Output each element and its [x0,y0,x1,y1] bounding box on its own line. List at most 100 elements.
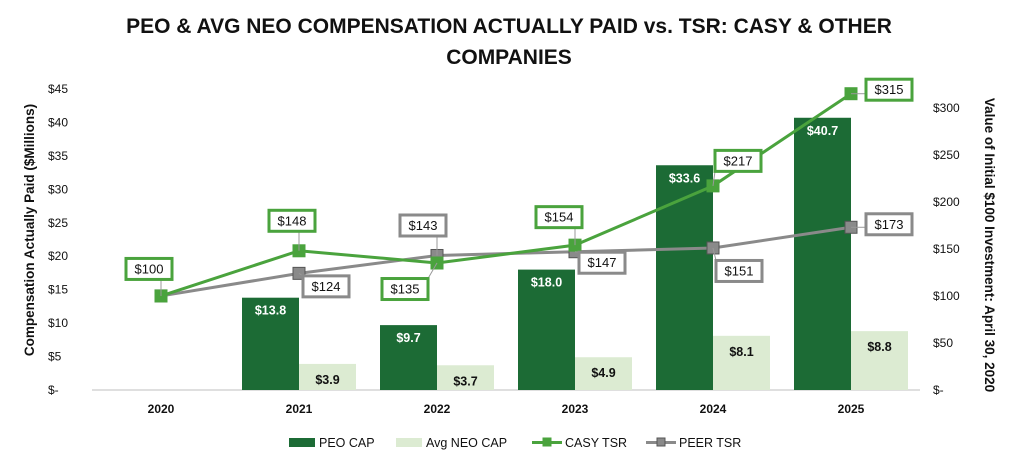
callout-box [398,213,448,238]
callout-value: $151 [725,263,754,278]
x-axis: 2020 2021 2022 2023 2024 2025 [92,389,920,416]
legend-label: PEER TSR [679,436,741,450]
y-axis-left-label: Compensation Actually Paid ($Millions) [22,104,37,356]
peo-cap-bar-2024 [656,165,713,390]
casy-tsr-callout-2021: $148 [267,208,317,251]
callout-value: $315 [875,82,904,97]
legend-label: PEO CAP [319,436,375,450]
right-axis: $- $50 $100 $150 $200 $250 $300 [933,101,960,397]
line-series [154,87,858,303]
chart-title-line-1: PEO & AVG NEO COMPENSATION ACTUALLY PAID… [126,15,892,38]
chart-title-line-2: COMPANIES [446,46,572,69]
callout-value: $124 [312,279,341,294]
bar-series: $13.8 $9.7 $18.0 $33.6 $40.7 $3.9 $3.7 $4.9 $8.1… [242,117,908,391]
y-right-tick-label: $150 [933,242,960,256]
y-right-tick-label: $200 [933,195,960,209]
casy-tsr-callout-2022: $135 [380,262,438,302]
legend-label: Avg NEO CAP [426,436,507,450]
y-left-tick-label: $25 [48,216,68,230]
x-tick-label: 2021 [286,402,313,416]
y-right-tick-label: $300 [933,101,960,115]
legend-item-peo-cap: PEO CAP [289,436,375,450]
casy-tsr-callout-2024: $217 [712,148,763,186]
legend-swatch [289,438,315,447]
y-left-tick-label: $45 [48,82,68,96]
peer-tsr-callout-2025: $173 [851,212,914,237]
legend-item-peer-tsr: PEER TSR [646,436,741,450]
avg-neo-cap-bar-2022 [437,365,494,390]
peo-cap-bar-label: $9.7 [396,331,420,345]
callout-box [267,208,317,233]
callout-box [864,77,914,102]
y-left-tick-label: $- [48,383,59,397]
callout-value: $173 [875,217,904,232]
legend-marker [542,437,552,447]
tsr-callouts: $100 $148 $135 $154 $217 $315 $124 $143 $147 $151… [124,77,914,302]
y-left-tick-label: $15 [48,283,68,297]
peo-cap-bar-2022 [380,325,437,390]
casy-tsr-callout-2023: $154 [534,205,584,246]
y-right-tick-label: $50 [933,336,953,350]
peo-cap-bar-label: $33.6 [669,171,700,185]
avg-neo-cap-bar-2025 [851,331,908,390]
peo-cap-bar-2025 [794,117,851,391]
callout-box [713,148,763,173]
peo-cap-bar-label: $13.8 [255,304,286,318]
avg-neo-cap-bar-label: $8.1 [729,345,753,359]
x-tick-label: 2024 [700,402,727,416]
callout-value: $217 [724,153,753,168]
avg-neo-cap-bar-2021 [299,363,356,390]
legend-marker [656,437,666,447]
callout-leader [427,262,438,279]
left-axis: $- $5 $10 $15 $20 $25 $30 $35 $40 $45 [48,82,68,397]
y-right-tick-label: $100 [933,289,960,303]
legend-item-avg-neo-cap: Avg NEO CAP [396,436,507,450]
peer-tsr-callout-2022: $143 [398,213,448,256]
callout-leader [712,247,717,261]
y-left-tick-label: $35 [48,149,68,163]
casy-tsr-callout-2020: $100 [124,256,174,296]
callout-box [534,205,584,230]
callout-leader [712,171,716,186]
peo-cap-bar-2021 [242,297,299,390]
callout-box [864,212,914,237]
callout-box [301,274,351,299]
x-tick-label: 2023 [562,402,589,416]
y-left-tick-label: $40 [48,115,68,129]
callout-value: $147 [588,255,617,270]
callout-value: $143 [409,218,438,233]
callout-box [124,256,174,281]
callout-value: $135 [391,282,420,297]
avg-neo-cap-bar-label: $4.9 [591,366,615,380]
legend-swatch [396,438,422,447]
x-tick-label: 2022 [424,402,451,416]
y-left-tick-label: $5 [48,350,62,364]
peo-cap-bar-label: $40.7 [807,124,838,138]
x-tick-label: 2025 [838,402,865,416]
avg-neo-cap-bar-label: $8.8 [867,340,891,354]
y-left-tick-label: $30 [48,182,68,196]
peo-cap-bar-label: $18.0 [531,276,562,290]
peer-tsr-callout-2021: $124 [298,272,351,299]
y-axis-right-label: Value of Initial $100 Investment: April … [982,98,997,392]
peer-tsr-callout-2023: $147 [574,250,627,275]
callout-value: $154 [545,210,574,225]
casy-tsr-callout-2025: $315 [851,77,914,102]
avg-neo-cap-bar-2023 [575,357,632,390]
avg-neo-cap-bar-label: $3.7 [453,374,477,388]
callout-box [714,258,764,283]
callout-value: $100 [135,261,164,276]
avg-neo-cap-bar-2024 [713,335,770,390]
callout-box [380,277,430,302]
peo-cap-bar-2023 [518,269,575,390]
y-right-tick-label: $250 [933,148,960,162]
x-tick-label: 2020 [148,402,175,416]
y-right-tick-label: $- [933,383,944,397]
callout-box [577,250,627,275]
callout-value: $148 [278,213,307,228]
legend: PEO CAP Avg NEO CAP CASY TSR PEER TSR [289,436,741,450]
legend-item-casy-tsr: CASY TSR [532,436,627,450]
y-left-tick-label: $20 [48,249,68,263]
avg-neo-cap-bar-label: $3.9 [315,373,339,387]
